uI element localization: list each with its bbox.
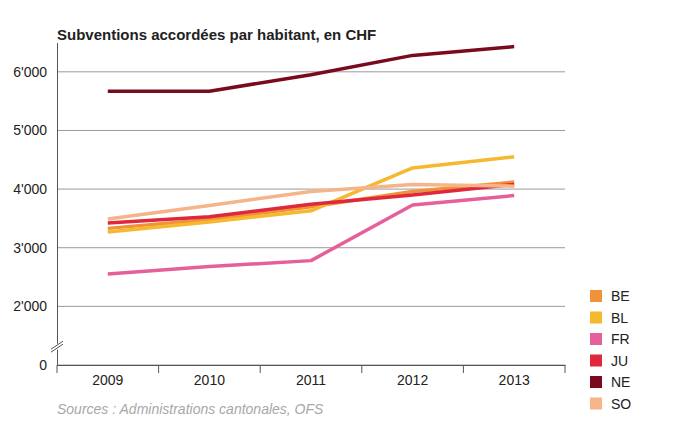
legend-label: NE: [611, 374, 630, 390]
y-tick-label: 2'000: [13, 298, 47, 314]
y-tick-label: 0: [39, 357, 47, 373]
legend-swatch: [590, 376, 602, 388]
x-axis-line: [58, 365, 566, 366]
series-line: [108, 47, 514, 92]
y-axis-line: [57, 43, 58, 366]
legend-swatch: [590, 333, 602, 345]
series-line: [108, 157, 514, 232]
x-tick-label: 2012: [397, 372, 428, 388]
grid-line: [57, 365, 565, 366]
x-separator: [57, 365, 58, 373]
x-tick-label: 2010: [194, 372, 225, 388]
x-tick-label: 2013: [499, 372, 530, 388]
y-tick: 4'000: [13, 181, 57, 197]
grid-line: [57, 130, 565, 131]
lines: [108, 47, 514, 275]
x-tick: 2009: [92, 365, 123, 388]
x-separator: [158, 365, 159, 373]
grid-line: [57, 71, 565, 72]
y-tick-label: 3'000: [13, 240, 47, 256]
axis-break: [51, 341, 63, 352]
y-tick: 6'000: [13, 64, 57, 80]
x-separator: [463, 365, 464, 373]
title: Subventions accordées par habitant, en C…: [57, 26, 376, 43]
chart: Subventions accordées par habitant, en C…: [0, 0, 673, 425]
series-line: [108, 196, 514, 275]
legend-label: JU: [611, 353, 628, 369]
y-tick-label: 5'000: [13, 122, 47, 138]
legend-swatch: [590, 312, 602, 324]
series-line: [108, 184, 514, 223]
grid: [57, 72, 565, 365]
grid-line: [57, 247, 565, 248]
x-tick-label: 2009: [92, 372, 123, 388]
y-tick-label: 6'000: [13, 64, 47, 80]
x-tick: 2011: [296, 365, 326, 388]
source: Sources : Administrations cantonales, OF…: [57, 401, 324, 417]
x-separators: [57, 365, 565, 373]
x-tick: 2012: [397, 365, 428, 388]
legend-label: BE: [611, 288, 630, 304]
series-line: [108, 184, 514, 219]
y-tick: 0: [39, 357, 57, 373]
y-tick: 3'000: [13, 240, 57, 256]
legend: BE BL FR JU NE SO: [590, 288, 631, 412]
y-tick: 2'000: [13, 298, 57, 314]
legend-swatch: [590, 398, 602, 410]
legend-swatch: [590, 355, 602, 367]
series-line: [108, 182, 514, 228]
y-axis: 0 2'000 3'000 4'000 5'000 6'000: [13, 43, 57, 373]
legend-label: SO: [611, 396, 631, 412]
x-axis: 2009 2010 2011 2012 2013: [58, 365, 566, 388]
legend-label: FR: [611, 331, 630, 347]
x-separator: [260, 365, 261, 373]
x-tick-label: 2011: [296, 372, 326, 388]
y-tick-label: 4'000: [13, 181, 47, 197]
legend-label: BL: [611, 310, 628, 326]
legend-swatch: [590, 290, 602, 302]
x-tick: 2013: [499, 365, 530, 388]
x-tick: 2010: [194, 365, 225, 388]
grid-line: [57, 306, 565, 307]
x-separator: [361, 365, 362, 373]
x-separator: [565, 365, 566, 373]
axis-break-mark: [51, 344, 63, 352]
y-tick: 5'000: [13, 122, 57, 138]
